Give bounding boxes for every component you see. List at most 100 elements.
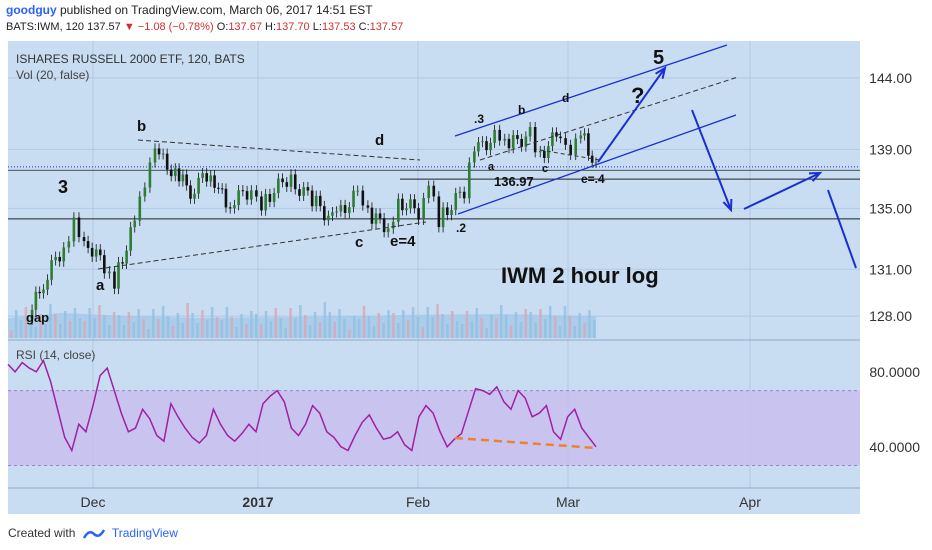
candle-body — [237, 190, 240, 206]
candle-body — [125, 250, 128, 264]
candle-body — [533, 127, 537, 153]
volume-bar — [583, 323, 586, 338]
candle-body — [153, 148, 157, 163]
candle-body — [117, 262, 120, 289]
candle-body — [401, 198, 404, 211]
candle-body — [493, 129, 496, 143]
volume-bar — [93, 318, 96, 338]
author-link[interactable]: goodguy — [6, 3, 57, 17]
volume-bar — [245, 324, 248, 338]
wave-label: c — [355, 234, 363, 251]
wave-labels: 3 a b c d e=4 .2 .3 a b c d e=.4 136.97 5? IWM 2 hour l… — [26, 47, 664, 325]
volume-bar — [348, 329, 351, 338]
price-tick-label: 128.00 — [869, 308, 912, 324]
time-tick-label: Mar — [556, 494, 580, 510]
candle-body — [374, 213, 378, 224]
triangle-lower-trendline — [97, 221, 427, 270]
volume-bar — [220, 320, 224, 338]
volume-area — [8, 313, 596, 338]
volume-bar — [573, 326, 576, 338]
volume-bar — [392, 313, 395, 338]
volume-bar — [490, 315, 493, 338]
volume-bar — [426, 307, 429, 338]
volume-bar — [78, 318, 82, 338]
price-change: −1.08 (−0.78%) — [137, 21, 214, 33]
candle-body — [224, 188, 228, 208]
candle-body — [405, 208, 408, 211]
wave-label: .2 — [456, 221, 466, 235]
wave-label: .3 — [474, 112, 484, 126]
candle-body — [485, 141, 488, 151]
volume-bar — [206, 320, 209, 338]
volume-bar — [44, 324, 47, 338]
volume-bar — [19, 320, 23, 338]
volume-bar — [534, 322, 537, 338]
candle-body — [46, 279, 49, 290]
candle-body — [228, 207, 232, 209]
rsi-band — [8, 390, 860, 466]
arrow-down-to-support — [691, 109, 732, 211]
wave-label: a — [96, 277, 105, 294]
volume-bar — [509, 325, 513, 338]
candle-body — [467, 162, 471, 199]
volume-bar — [250, 311, 253, 338]
volume-bar — [387, 310, 390, 338]
volume-bar — [299, 305, 302, 338]
candle-body — [293, 174, 297, 190]
candle-body — [391, 221, 395, 229]
candle-body — [108, 271, 111, 274]
candle-body — [113, 271, 116, 289]
rsi-divergence-line — [454, 436, 597, 450]
rsi-title: RSI (14, close) — [16, 348, 95, 362]
candle-body — [507, 138, 511, 149]
candle-body — [569, 144, 572, 155]
volume-bar — [54, 314, 57, 338]
candle-body — [260, 196, 263, 211]
candle-body — [264, 194, 267, 211]
low-value: 137.53 — [321, 21, 356, 33]
volume-bar — [544, 319, 547, 338]
candle-body — [250, 190, 253, 200]
candle-body — [516, 135, 519, 139]
candle-body — [370, 207, 374, 224]
volume-label: Vol (20, false) — [16, 68, 89, 82]
inner-dashed-line — [539, 149, 601, 161]
price-tick-label: 135.00 — [869, 200, 912, 216]
candle-body — [138, 196, 142, 221]
candle-body — [161, 153, 165, 155]
candle-body — [481, 141, 484, 143]
candle-body — [441, 207, 445, 228]
wave-label: 3 — [58, 177, 68, 197]
header-line-2: BATS:IWM, 120 137.57 ▼ −1.08 (−0.78%) O:… — [6, 21, 403, 33]
candle-body — [437, 196, 441, 228]
tradingview-brand-link[interactable]: TradingView — [111, 526, 178, 540]
wave-label: e=.4 — [581, 172, 605, 186]
volume-bar — [181, 323, 184, 338]
volume-bar — [196, 323, 199, 338]
candle-body — [520, 138, 523, 147]
volume-bar — [446, 324, 449, 338]
volume-bar — [137, 309, 140, 338]
candle-body — [173, 168, 177, 177]
volume-bar — [338, 309, 341, 338]
candle-body — [157, 148, 161, 155]
volume-bar — [10, 330, 13, 338]
volume-bar — [441, 314, 444, 338]
open-label: O: — [216, 21, 229, 33]
volume-bar — [308, 325, 312, 338]
candle-body — [213, 175, 216, 188]
volume-bar — [500, 305, 503, 338]
candle-body — [335, 211, 338, 213]
volume-bar — [14, 310, 18, 338]
volume-bar — [215, 317, 219, 338]
candle-body — [386, 228, 390, 233]
volume-bar — [553, 316, 557, 338]
candle-body — [285, 182, 289, 187]
volume-bar — [504, 315, 508, 338]
volume-bar — [519, 322, 523, 338]
tradingview-logo-icon — [82, 528, 105, 540]
volume-bar — [103, 315, 106, 338]
candle-body — [289, 174, 293, 187]
candle-body — [90, 247, 94, 257]
